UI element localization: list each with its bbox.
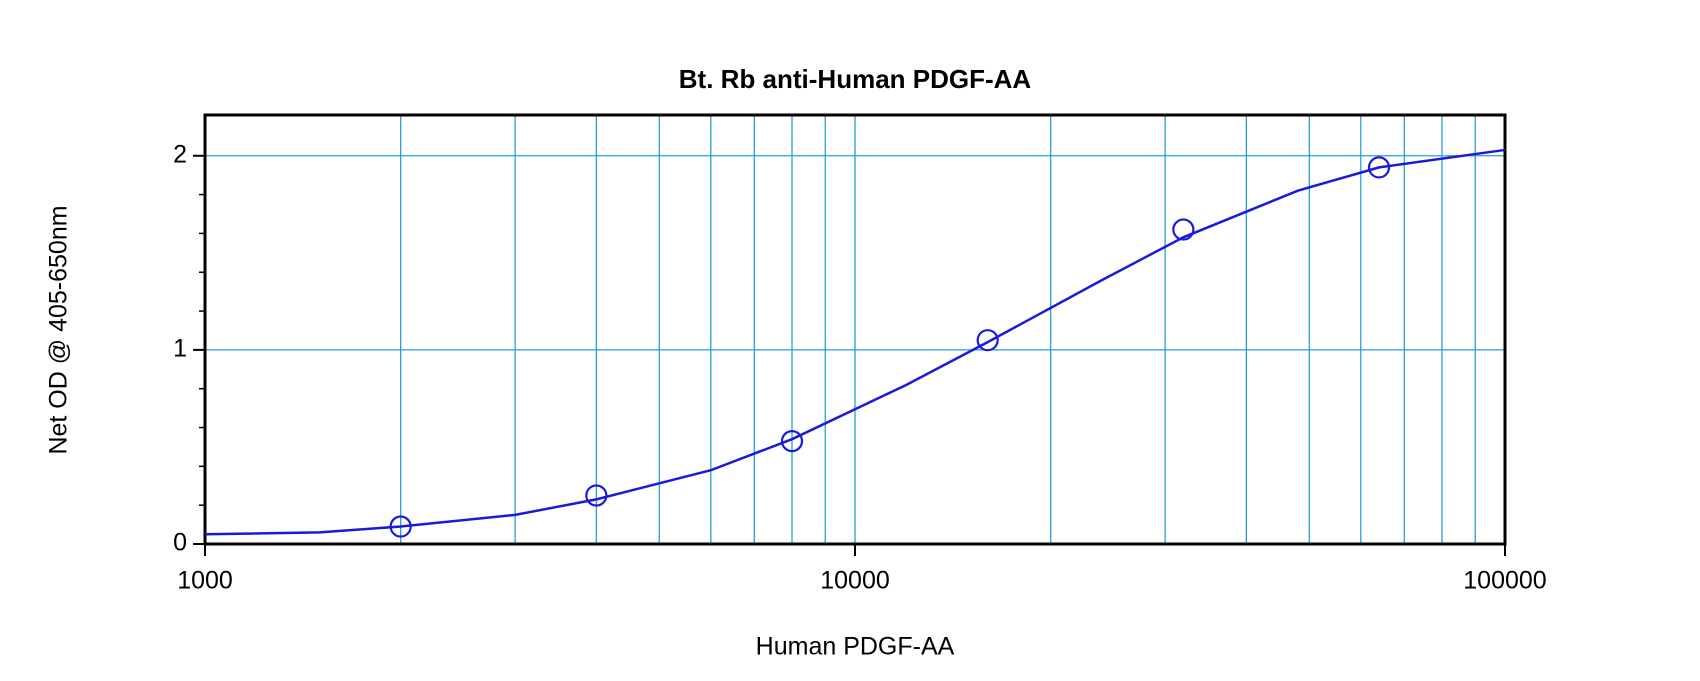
data-point [1367, 156, 1391, 179]
y-tick-label: 2 [173, 140, 187, 168]
plot-frame [203, 113, 1507, 546]
y-tick-label: 1 [173, 334, 187, 362]
data-point [976, 329, 999, 352]
x-tick-label: 10000 [820, 567, 890, 595]
y-tick-label: 0 [173, 529, 187, 557]
fit-curve [204, 148, 1506, 536]
data-point [585, 484, 608, 507]
data-point [780, 430, 804, 453]
y-axis-label: Net OD @ 405-650nm [45, 205, 73, 454]
chart-title: Bt. Rb anti-Human PDGF-AA [679, 64, 1032, 94]
x-axis-label: Human PDGF-AA [756, 633, 955, 661]
x-tick-label: 1000 [177, 567, 233, 595]
data-point [1172, 218, 1195, 241]
x-tick-label: 100000 [1463, 567, 1546, 595]
